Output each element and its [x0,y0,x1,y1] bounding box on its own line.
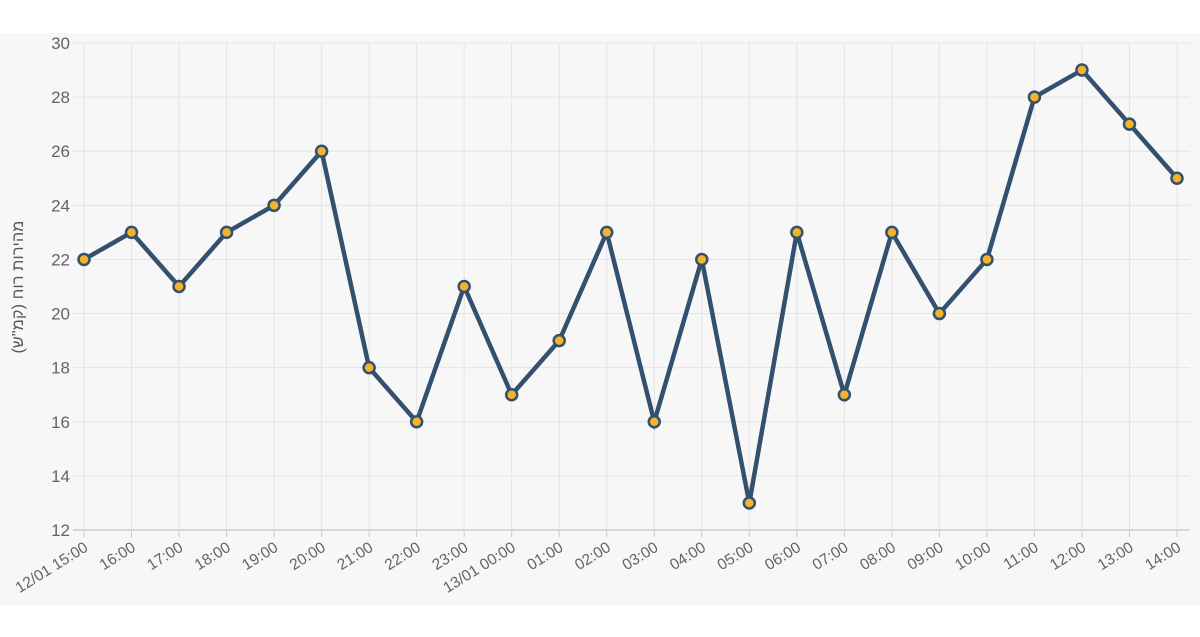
y-tick-label: 30 [51,34,70,53]
data-point[interactable] [77,252,91,267]
data-point[interactable] [504,387,519,402]
data-point[interactable] [790,225,804,240]
y-tick-label: 18 [51,359,70,378]
data-point[interactable] [742,496,757,510]
data-point[interactable] [1122,117,1137,131]
data-point[interactable] [457,279,471,294]
y-tick-label: 24 [51,196,70,215]
y-axis-title: מהירות רוח (קמ"ש) [10,220,27,354]
data-point[interactable] [172,279,186,294]
data-point[interactable] [885,225,899,240]
data-point[interactable] [267,198,281,213]
data-point[interactable] [552,333,566,348]
y-tick-label: 16 [51,413,70,432]
data-point[interactable] [124,225,139,240]
series-line-wind-speed [82,67,1179,504]
y-tick-label: 26 [51,142,70,161]
data-point[interactable] [1027,90,1042,104]
data-point[interactable] [409,415,424,429]
y-tick-label: 28 [51,88,70,107]
data-point[interactable] [219,225,234,240]
data-point[interactable] [362,360,376,375]
data-point[interactable] [932,306,947,321]
data-point[interactable] [314,144,329,158]
data-point[interactable] [1170,171,1184,186]
data-point[interactable] [647,415,662,429]
data-point[interactable] [837,387,852,402]
data-point[interactable] [1075,63,1089,77]
data-point[interactable] [695,252,709,267]
data-point[interactable] [599,225,614,240]
y-tick-label: 14 [51,467,70,486]
y-tick-label: 12 [51,521,70,540]
plot-panel-background [0,33,1200,605]
data-point[interactable] [980,252,994,267]
y-tick-label: 22 [51,250,70,269]
y-tick-label: 20 [51,305,70,324]
